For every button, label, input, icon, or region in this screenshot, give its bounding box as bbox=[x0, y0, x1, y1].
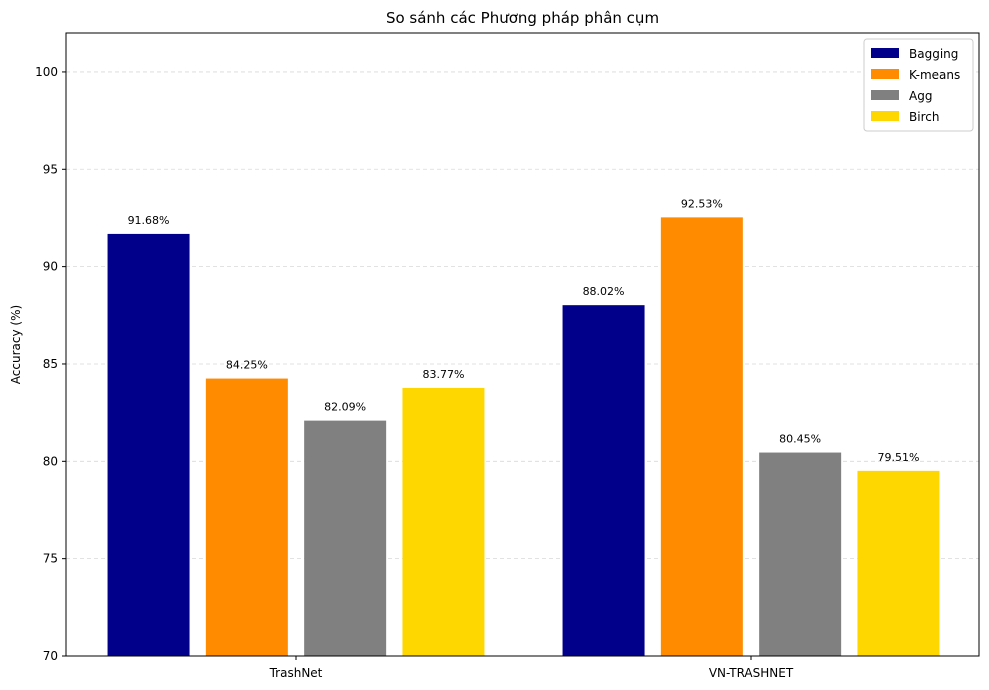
bar-k-means-0 bbox=[205, 378, 288, 656]
bar-birch-0 bbox=[402, 387, 485, 656]
legend: Bagging K-means Agg Birch bbox=[863, 38, 974, 132]
data-label: 83.77% bbox=[422, 368, 464, 381]
y-tick-label: 90 bbox=[43, 260, 58, 274]
y-tick-label: 75 bbox=[43, 552, 58, 566]
x-axis: TrashNet VN-TRASHNET bbox=[269, 656, 794, 680]
y-tick-label: 80 bbox=[43, 454, 58, 468]
legend-label: Birch bbox=[909, 110, 939, 124]
bar-k-means-1 bbox=[660, 217, 743, 656]
legend-swatch bbox=[871, 90, 899, 100]
bar-birch-1 bbox=[857, 470, 940, 656]
y-axis: 70 75 80 85 90 95 100 bbox=[35, 65, 66, 663]
y-tick-label: 85 bbox=[43, 357, 58, 371]
legend-swatch bbox=[871, 48, 899, 58]
bar-agg-1 bbox=[759, 452, 842, 656]
legend-swatch bbox=[871, 111, 899, 121]
y-tick-label: 100 bbox=[35, 65, 58, 79]
data-label: 88.02% bbox=[583, 285, 625, 298]
data-label: 80.45% bbox=[779, 433, 821, 446]
x-tick-label: TrashNet bbox=[269, 666, 323, 680]
legend-label: K-means bbox=[909, 68, 960, 82]
chart-title: So sánh các Phương pháp phân cụm bbox=[386, 9, 659, 27]
grid-lines bbox=[66, 71, 979, 657]
plot-frame bbox=[65, 32, 980, 657]
data-label: 92.53% bbox=[681, 197, 723, 210]
y-axis-label: Accuracy (%) bbox=[9, 305, 23, 384]
data-label: 79.51% bbox=[877, 451, 919, 464]
bars bbox=[107, 217, 940, 657]
x-tick-label: VN-TRASHNET bbox=[709, 666, 794, 680]
legend-swatch bbox=[871, 69, 899, 79]
y-tick-label: 95 bbox=[43, 162, 58, 176]
y-tick-label: 70 bbox=[43, 649, 58, 663]
bar-agg-0 bbox=[304, 420, 387, 656]
bar-bagging-0 bbox=[107, 233, 190, 657]
bar-bagging-1 bbox=[562, 305, 645, 656]
legend-label: Agg bbox=[909, 89, 932, 103]
data-label: 84.25% bbox=[226, 359, 268, 372]
legend-box bbox=[863, 38, 974, 132]
legend-label: Bagging bbox=[909, 47, 958, 61]
data-labels: 91.68% 84.25% 82.09% 83.77% 88.02% 92.53% 80.4… bbox=[128, 197, 920, 463]
data-label: 91.68% bbox=[128, 214, 170, 227]
data-label: 82.09% bbox=[324, 401, 366, 414]
